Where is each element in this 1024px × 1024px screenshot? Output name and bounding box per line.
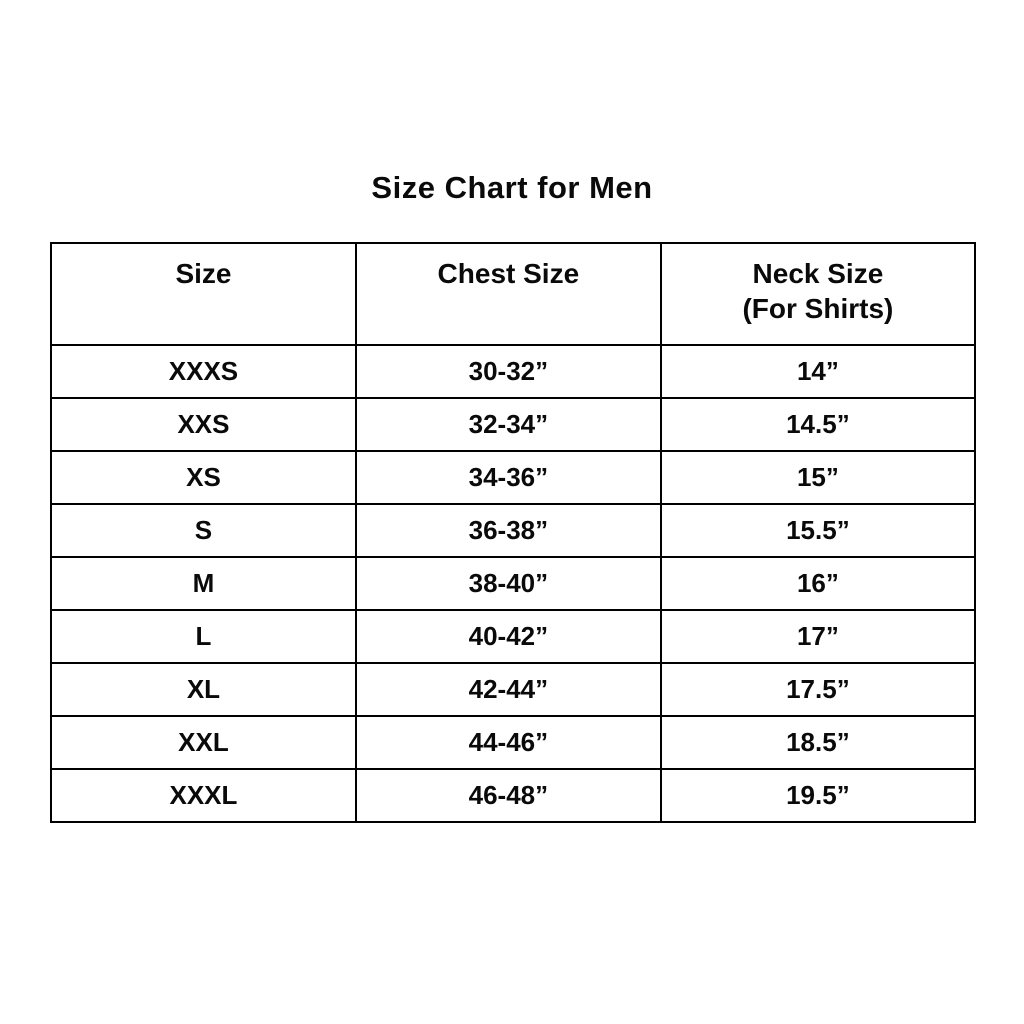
- page-title: Size Chart for Men: [371, 170, 653, 205]
- size-chart-table: Size Chest Size Neck Size (For Shirts) X…: [50, 242, 977, 823]
- column-header-size-label: Size: [175, 258, 232, 289]
- neck-size-cell: 18.5”: [659, 715, 977, 770]
- column-header-chest-size: Chest Size: [354, 242, 662, 346]
- chest-size-cell: 34-36”: [354, 450, 662, 505]
- table-row: XXXS 30-32” 14”: [50, 344, 977, 399]
- table-row: XXXL 46-48” 19.5”: [50, 768, 977, 823]
- table-row: S 36-38” 15.5”: [50, 503, 977, 558]
- chest-size-cell: 30-32”: [354, 344, 662, 399]
- chest-size-cell: 38-40”: [354, 556, 662, 611]
- table-row: XL 42-44” 17.5”: [50, 662, 977, 717]
- table-row: L 40-42” 17”: [50, 609, 977, 664]
- chest-size-cell: 32-34”: [354, 397, 662, 452]
- column-header-neck-size-sublabel: (For Shirts): [742, 293, 894, 324]
- chest-size-cell: 46-48”: [354, 768, 662, 823]
- neck-size-cell: 17.5”: [659, 662, 977, 717]
- neck-size-cell: 16”: [659, 556, 977, 611]
- size-cell: XS: [50, 450, 357, 505]
- neck-size-cell: 15.5”: [659, 503, 977, 558]
- table-row: XS 34-36” 15”: [50, 450, 977, 505]
- chest-size-cell: 44-46”: [354, 715, 662, 770]
- size-cell: XXXL: [50, 768, 357, 823]
- neck-size-cell: 14.5”: [659, 397, 977, 452]
- size-cell: XXS: [50, 397, 357, 452]
- neck-size-cell: 14”: [659, 344, 977, 399]
- column-header-neck-size: Neck Size (For Shirts): [659, 242, 977, 346]
- neck-size-cell: 17”: [659, 609, 977, 664]
- size-cell: L: [50, 609, 357, 664]
- neck-size-cell: 15”: [659, 450, 977, 505]
- table-header-row: Size Chest Size Neck Size (For Shirts): [50, 242, 977, 346]
- table-row: M 38-40” 16”: [50, 556, 977, 611]
- size-cell: XXXS: [50, 344, 357, 399]
- chest-size-cell: 42-44”: [354, 662, 662, 717]
- size-cell: XXL: [50, 715, 357, 770]
- size-cell: M: [50, 556, 357, 611]
- size-cell: S: [50, 503, 357, 558]
- chest-size-cell: 40-42”: [354, 609, 662, 664]
- table-row: XXL 44-46” 18.5”: [50, 715, 977, 770]
- column-header-neck-size-label: Neck Size: [752, 258, 884, 289]
- column-header-chest-size-label: Chest Size: [437, 258, 580, 289]
- column-header-size: Size: [50, 242, 357, 346]
- neck-size-cell: 19.5”: [659, 768, 977, 823]
- size-cell: XL: [50, 662, 357, 717]
- table-row: XXS 32-34” 14.5”: [50, 397, 977, 452]
- chest-size-cell: 36-38”: [354, 503, 662, 558]
